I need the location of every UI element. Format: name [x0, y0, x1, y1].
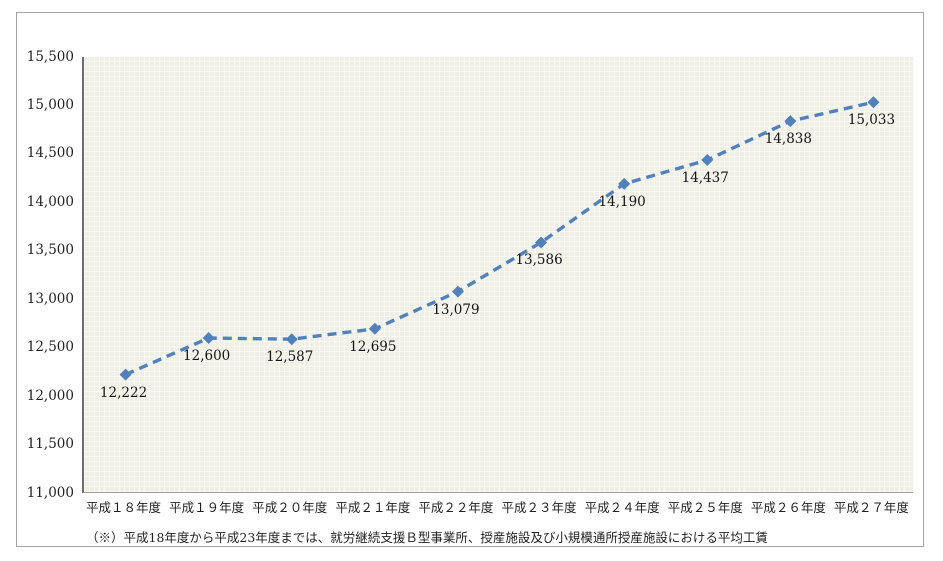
- point-value-label: 14,437: [681, 169, 729, 186]
- x-tick-label: 平成２５年度: [667, 500, 743, 515]
- x-tick-label: 平成２６年度: [750, 500, 826, 515]
- point-value-label: 12,587: [266, 349, 314, 366]
- x-tick-label: 平成１９年度: [169, 500, 245, 515]
- plot-area: [82, 57, 913, 493]
- point-value-label: 12,222: [99, 384, 148, 401]
- x-tick-label: 平成２７年度: [833, 500, 909, 515]
- diamond-marker: [618, 177, 631, 190]
- diamond-marker: [701, 153, 714, 166]
- y-tick-label: 14,000: [26, 193, 74, 210]
- y-tick-label: 12,500: [26, 339, 74, 356]
- point-value-label: 14,838: [764, 131, 812, 148]
- diamond-marker: [451, 285, 464, 298]
- y-tick-label: 15,000: [26, 96, 74, 113]
- diamond-marker: [285, 333, 298, 346]
- diamond-marker: [202, 331, 215, 344]
- point-value-label: 13,079: [432, 301, 480, 318]
- y-tick-label: 13,500: [26, 242, 74, 259]
- diamond-marker: [119, 368, 132, 381]
- point-value-label: 13,586: [515, 252, 563, 269]
- diamond-marker: [535, 236, 548, 249]
- y-tick-label: 12,000: [26, 387, 74, 404]
- trend-line-chart: [119, 96, 880, 381]
- y-tick-label: 11,000: [26, 484, 74, 501]
- x-tick-label: 平成１８年度: [86, 500, 162, 515]
- x-tick-label: 平成２４年度: [584, 500, 660, 515]
- y-tick-label: 11,500: [26, 436, 74, 453]
- diamond-marker: [867, 96, 880, 109]
- point-value-label: 14,190: [598, 193, 646, 210]
- y-tick-label: 14,500: [26, 145, 74, 162]
- footnote: （※）平成18年度から平成23年度までは、就労継続支援Ｂ型事業所、授産施設及び小…: [86, 530, 768, 545]
- diamond-marker: [368, 322, 381, 335]
- y-tick-label: 13,000: [26, 290, 74, 307]
- x-tick-label: 平成２３年度: [501, 500, 577, 515]
- y-tick-label: 15,500: [26, 48, 74, 65]
- x-tick-label: 平成２１年度: [335, 500, 411, 515]
- point-value-label: 12,600: [183, 347, 231, 364]
- series-line: [124, 100, 874, 377]
- x-tick-label: 平成２２年度: [418, 500, 494, 515]
- point-value-label: 15,033: [847, 112, 896, 129]
- x-tick-label: 平成２０年度: [252, 500, 328, 515]
- diamond-marker: [784, 115, 797, 128]
- point-value-label: 12,695: [349, 338, 397, 355]
